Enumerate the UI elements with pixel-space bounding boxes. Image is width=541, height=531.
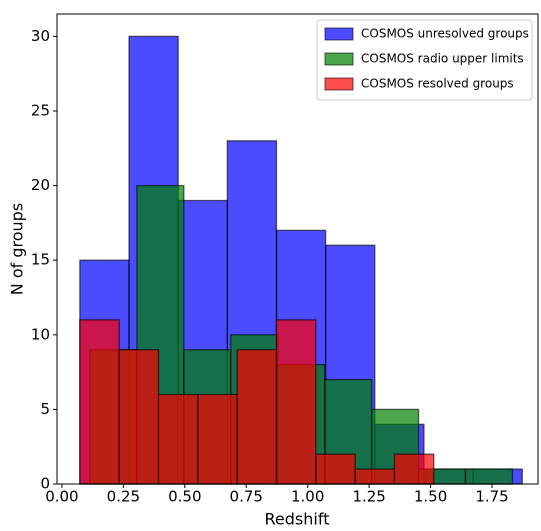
x-tick-label: 0.75 — [230, 488, 263, 506]
x-axis-label: Redshift — [265, 510, 330, 529]
bar — [275, 319, 317, 485]
legend-box — [316, 19, 533, 101]
bar — [393, 453, 435, 485]
bar — [315, 453, 356, 485]
y-tick-label: 0 — [40, 475, 50, 493]
x-tick-label: 1.50 — [414, 488, 447, 506]
bar — [464, 468, 514, 485]
legend-label: COSMOS resolved groups — [361, 77, 514, 91]
x-tick-label: 0.50 — [168, 488, 201, 506]
bar — [354, 468, 396, 485]
legend-label: COSMOS unresolved groups — [361, 27, 529, 41]
plot-frame — [56, 13, 539, 485]
bar — [157, 393, 199, 485]
x-tick-label: 1.25 — [352, 488, 385, 506]
legend-swatch — [324, 27, 354, 41]
y-tick-label: 5 — [40, 400, 50, 418]
legend-label: COSMOS radio upper limits — [361, 52, 524, 66]
y-tick-label: 15 — [31, 251, 50, 269]
y-axis-label: N of groups — [8, 203, 27, 295]
y-tick-label: 30 — [31, 27, 50, 45]
legend-swatch — [324, 52, 354, 66]
x-tick-label: 0.00 — [45, 488, 78, 506]
bar — [79, 319, 120, 485]
y-tick-label: 25 — [31, 101, 50, 119]
x-tick-label: 0.25 — [107, 488, 140, 506]
y-tick-label: 20 — [31, 176, 50, 194]
x-tick-label: 1.00 — [291, 488, 324, 506]
legend: COSMOS unresolved groups COSMOS radio upp… — [316, 19, 533, 101]
bar — [118, 349, 160, 485]
bar — [236, 349, 278, 485]
x-tick-label: 1.75 — [475, 488, 508, 506]
legend-swatch — [324, 77, 354, 91]
bar — [197, 393, 238, 485]
y-tick-label: 10 — [31, 325, 50, 343]
